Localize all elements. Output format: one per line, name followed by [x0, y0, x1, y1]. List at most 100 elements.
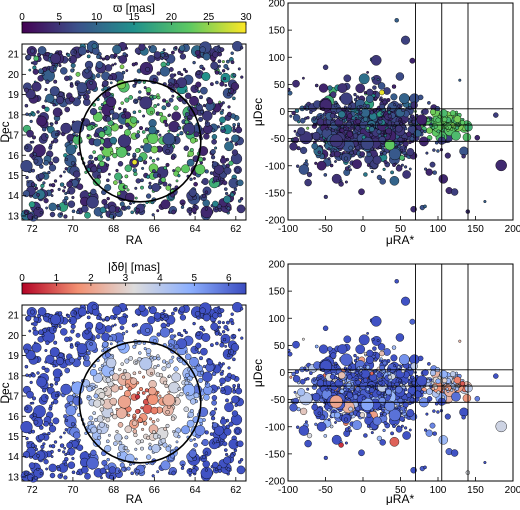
- star-point: [41, 334, 45, 338]
- star-point: [137, 357, 142, 362]
- star-point: [148, 125, 157, 135]
- star-point: [28, 68, 32, 72]
- x-tick-label: 100: [430, 485, 447, 496]
- star-point: [45, 79, 50, 85]
- star-point: [86, 386, 93, 392]
- star-point: [369, 165, 373, 169]
- star-point: [397, 365, 401, 369]
- star-point: [100, 103, 104, 107]
- star-point: [135, 133, 141, 139]
- star-point: [179, 53, 187, 60]
- star-point: [224, 141, 234, 152]
- star-point: [106, 357, 117, 369]
- star-point: [201, 177, 209, 185]
- star-point: [390, 431, 394, 436]
- star-point: [124, 425, 133, 433]
- star-point: [334, 100, 338, 105]
- star-point: [122, 313, 127, 318]
- star-point: [92, 177, 101, 186]
- star-point: [358, 141, 362, 145]
- star-point: [379, 96, 383, 100]
- star-point: [423, 129, 427, 134]
- star-point: [379, 357, 383, 361]
- star-point: [36, 110, 40, 114]
- star-point: [32, 321, 38, 327]
- x-tick-label: 64: [190, 485, 202, 496]
- star-point: [316, 379, 325, 387]
- star-point: [36, 376, 47, 388]
- star-point: [53, 179, 58, 183]
- y-tick-label: -50: [271, 134, 286, 145]
- star-point: [167, 374, 171, 378]
- star-point: [42, 442, 46, 446]
- star-point: [197, 363, 201, 367]
- star-point: [188, 188, 197, 197]
- star-point: [232, 123, 236, 127]
- star-point: [45, 134, 49, 138]
- star-point: [424, 167, 428, 171]
- star-point: [132, 344, 137, 349]
- star-point: [402, 381, 406, 385]
- star-point: [49, 143, 53, 147]
- star-point: [44, 106, 50, 112]
- star-point: [123, 369, 127, 373]
- star-point: [359, 365, 363, 370]
- star-point: [39, 164, 44, 169]
- star-point: [122, 52, 127, 57]
- star-point: [126, 466, 131, 471]
- y-tick-label: 15: [8, 171, 20, 182]
- star-point: [227, 105, 231, 109]
- star-point: [86, 125, 93, 131]
- star-point: [68, 319, 72, 323]
- star-point: [337, 83, 348, 94]
- star-point: [327, 147, 331, 151]
- x-tick-label: 72: [27, 224, 39, 235]
- star-point: [442, 116, 448, 123]
- star-point: [29, 414, 34, 419]
- star-point: [156, 418, 160, 422]
- star-point: [81, 466, 89, 474]
- star-point: [90, 165, 98, 173]
- star-point: [309, 110, 313, 114]
- star-point: [160, 460, 171, 471]
- star-point: [112, 153, 118, 159]
- star-point: [329, 374, 336, 380]
- colorbar-tick-label: 15: [128, 12, 140, 23]
- star-point: [429, 422, 436, 429]
- star-point: [353, 92, 357, 97]
- star-point: [134, 196, 138, 200]
- star-point: [33, 152, 37, 157]
- star-point: [125, 46, 129, 50]
- star-point: [26, 129, 34, 138]
- star-point: [66, 451, 70, 456]
- star-point: [223, 195, 232, 204]
- star-point: [184, 92, 192, 100]
- star-point: [125, 192, 135, 203]
- star-point: [51, 444, 56, 449]
- star-point: [77, 95, 82, 100]
- star-point: [312, 378, 316, 382]
- star-point: [52, 107, 63, 118]
- star-point: [105, 424, 110, 428]
- star-point: [59, 212, 63, 216]
- star-point: [108, 75, 114, 81]
- star-point: [379, 350, 385, 357]
- star-point: [174, 344, 180, 350]
- colorbar-tick-label: 1: [54, 273, 60, 284]
- star-point: [209, 432, 214, 436]
- star-point: [210, 148, 216, 155]
- star-point: [156, 157, 160, 161]
- star-point: [289, 142, 298, 151]
- star-point: [339, 379, 343, 383]
- star-point: [408, 428, 412, 432]
- star-point: [138, 126, 143, 131]
- star-point: [108, 466, 117, 474]
- star-point: [152, 95, 157, 100]
- star-point: [334, 361, 338, 366]
- star-point: [63, 170, 66, 174]
- star-point: [327, 408, 331, 412]
- star-point: [147, 55, 156, 64]
- star-point: [390, 354, 398, 362]
- star-point: [406, 392, 412, 398]
- star-point: [94, 123, 98, 128]
